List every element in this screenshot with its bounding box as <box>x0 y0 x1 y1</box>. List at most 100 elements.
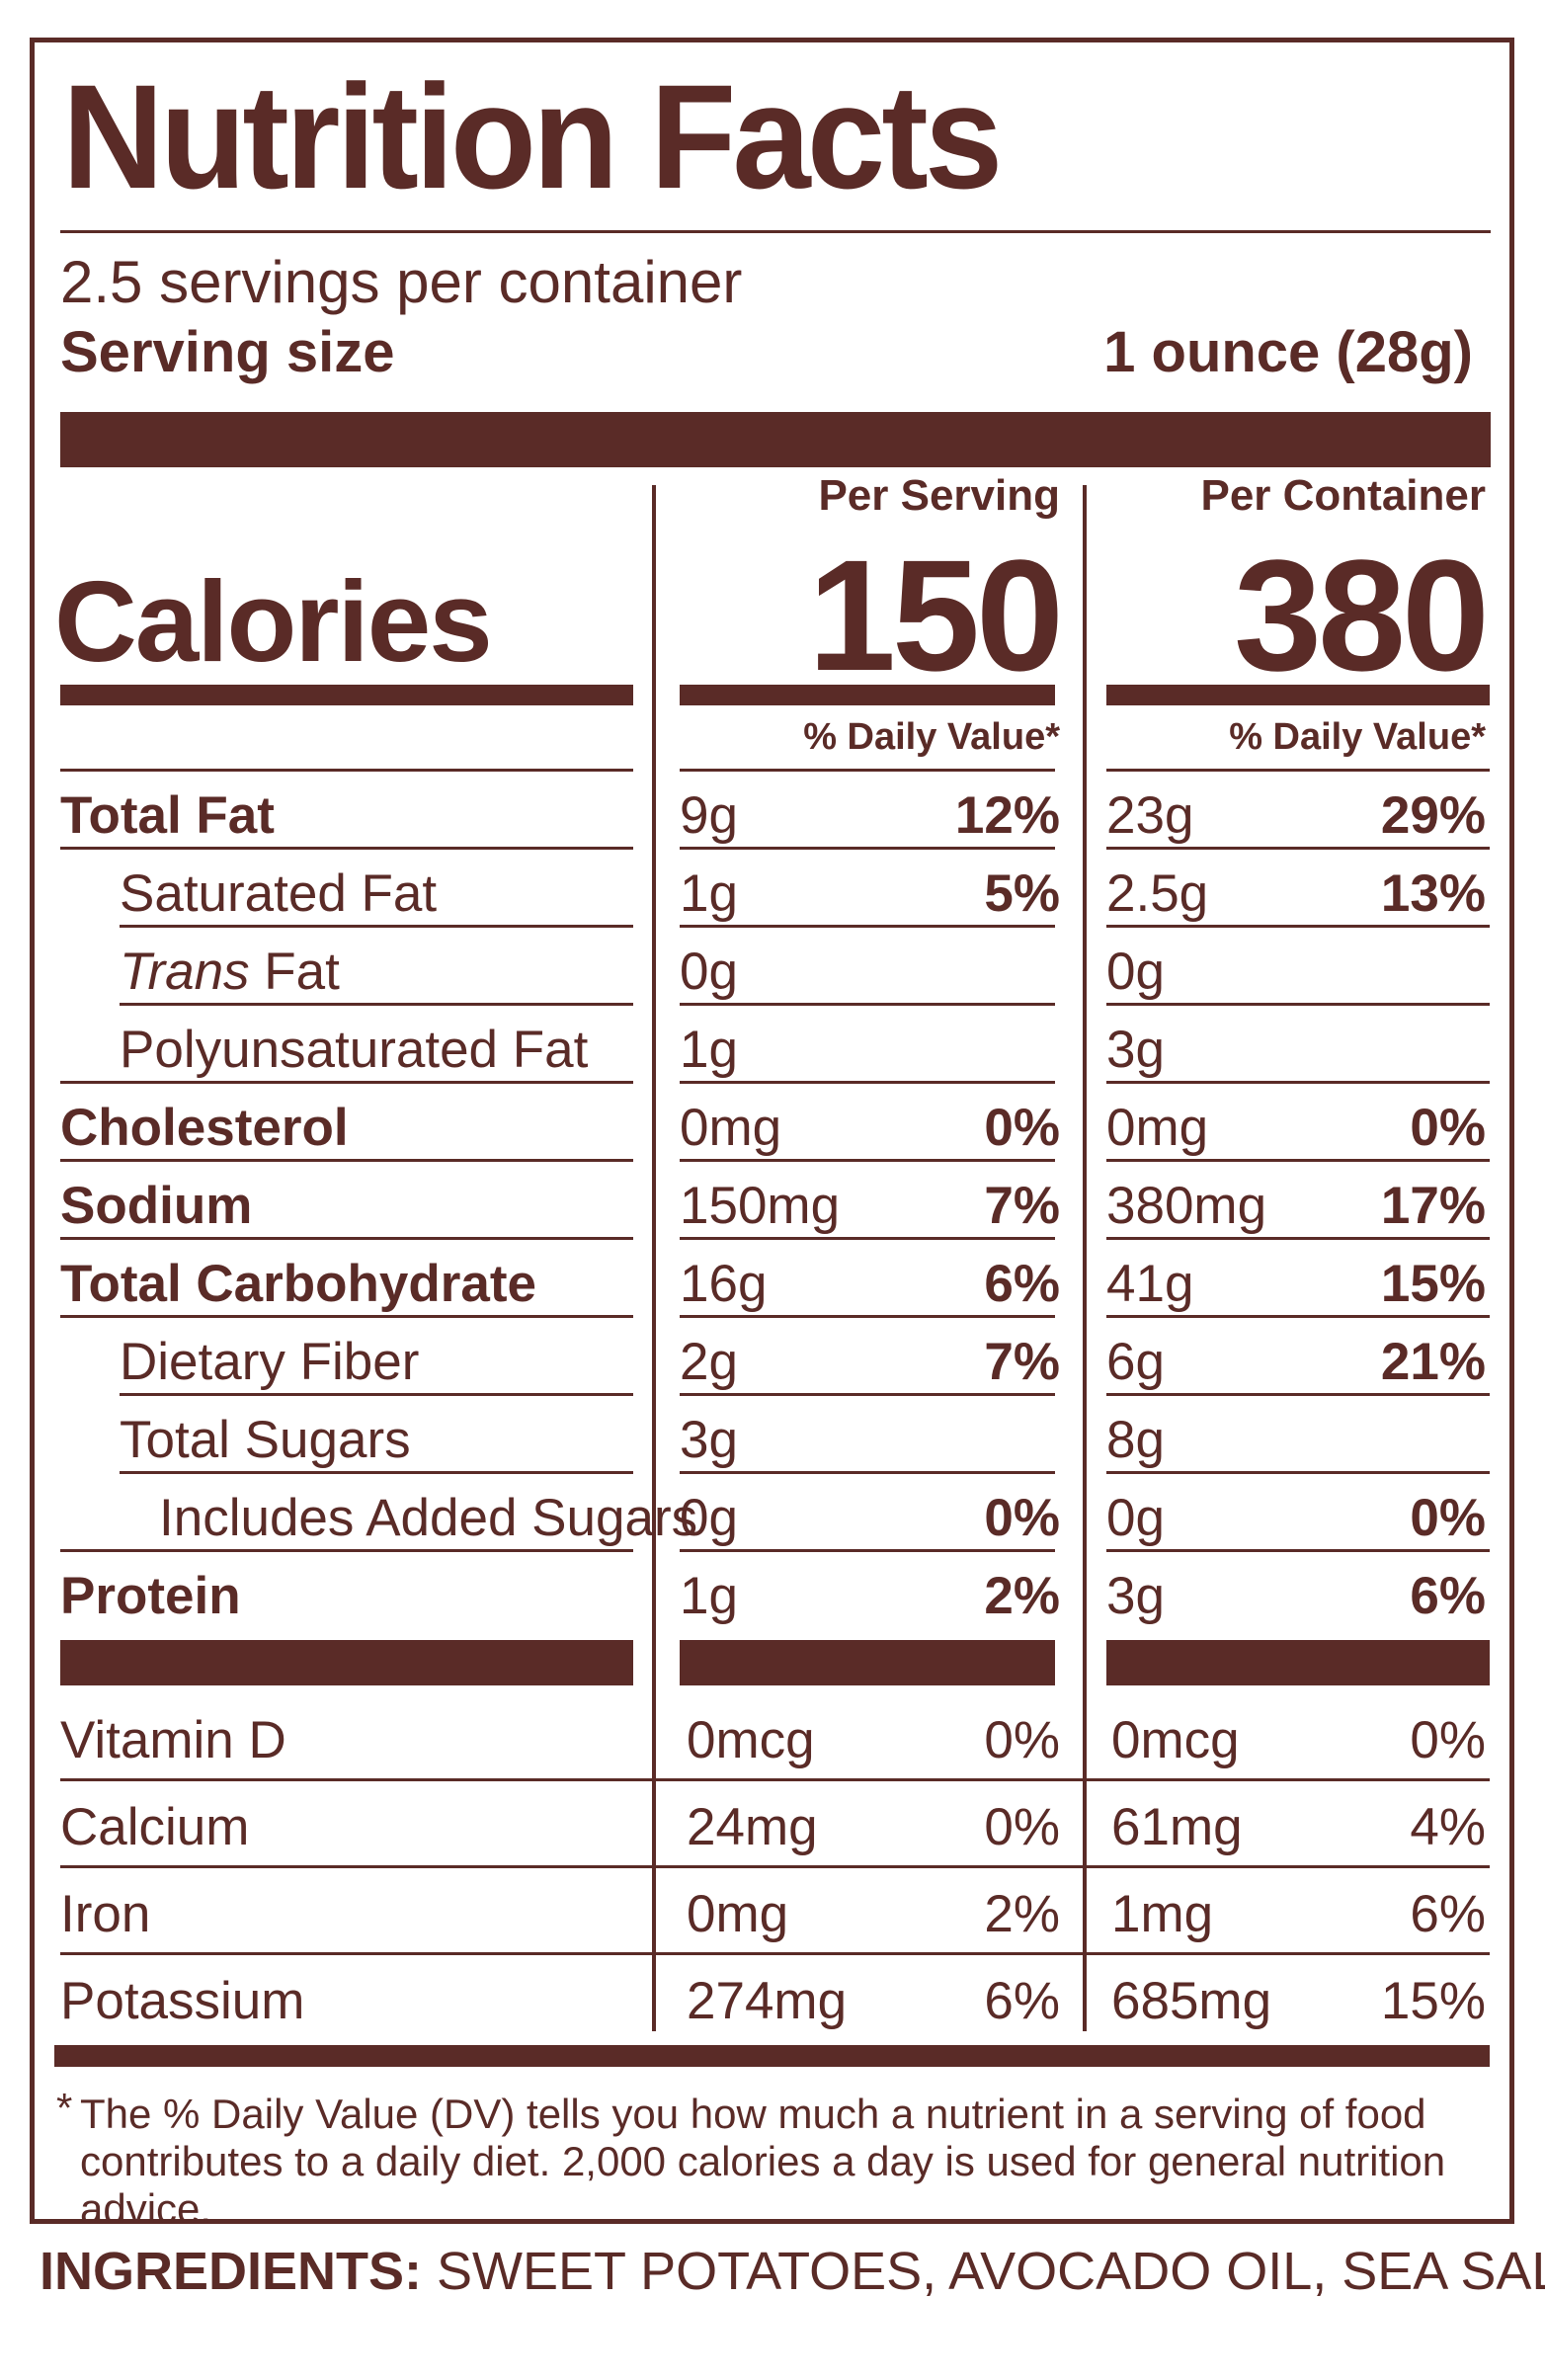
serving-daily-value: 7% <box>984 1177 1060 1235</box>
footer-bar <box>54 2045 1490 2067</box>
serving-amount: 150mg <box>680 1177 841 1235</box>
row-divider <box>680 769 1055 772</box>
serving-daily-value: 0% <box>984 1798 1060 1856</box>
row-divider <box>1106 1315 1490 1318</box>
container-daily-value: 21% <box>1380 1333 1486 1391</box>
container-amount: 1mg <box>1111 1885 1214 1943</box>
row-divider <box>120 925 633 928</box>
title-rule <box>60 230 1491 233</box>
row-divider <box>1106 1081 1490 1084</box>
container-daily-value: 17% <box>1380 1177 1486 1235</box>
serving-daily-value: 0% <box>984 1711 1060 1769</box>
container-amount: 61mg <box>1111 1798 1243 1856</box>
serving-daily-value: 2% <box>984 1885 1060 1943</box>
row-divider <box>1106 769 1490 772</box>
row-divider <box>680 1081 1055 1084</box>
row-divider <box>60 769 633 772</box>
nutrient-name-text: Dietary Fiber <box>120 1333 420 1391</box>
serving-amount: 0mcg <box>687 1711 815 1769</box>
container-daily-value: 15% <box>1380 1255 1486 1313</box>
serving-daily-value: 12% <box>954 786 1060 845</box>
serving-daily-value: 0% <box>984 1099 1060 1157</box>
serving-amount: 274mg <box>687 1972 848 2030</box>
row-divider <box>60 1315 633 1318</box>
footnote-star: * <box>56 2085 73 2131</box>
container-amount: 0mcg <box>1111 1711 1240 1769</box>
nutrient-name-text: Saturated Fat <box>120 864 438 923</box>
label-title: Nutrition Facts <box>62 53 1003 219</box>
container-amount: 6g <box>1106 1333 1165 1391</box>
serving-amount: 16g <box>680 1255 768 1313</box>
nutrient-name-text: Protein <box>60 1567 241 1625</box>
serving-size-value: 1 ounce (28g) <box>1103 320 1473 384</box>
nutrient-name-text: Total Fat <box>60 786 275 845</box>
nutrient-name: Saturated Fat <box>120 867 437 920</box>
row-divider <box>680 1315 1055 1318</box>
ingredients-value: SWEET POTATOES, AVOCADO OIL, SEA SALT. <box>422 2242 1545 2301</box>
serving-amount: 9g <box>680 786 738 845</box>
nutrient-name-text: Sodium <box>60 1177 253 1235</box>
row-divider <box>1106 1393 1490 1396</box>
row-divider <box>1106 1003 1490 1006</box>
serving-amount: 2g <box>680 1333 738 1391</box>
row-divider <box>1106 1471 1490 1474</box>
nutrient-name: Total Sugars <box>120 1414 411 1466</box>
container-daily-value: 0% <box>1410 1489 1486 1547</box>
nutrient-name: Total Fat <box>60 789 275 842</box>
row-divider <box>680 1471 1055 1474</box>
nutrient-name-text: Cholesterol <box>60 1099 349 1157</box>
row-divider <box>120 1471 633 1474</box>
container-amount: 0mg <box>1106 1099 1209 1157</box>
calories-bar <box>60 685 633 705</box>
nutrient-name-text: Total Carbohydrate <box>60 1255 536 1313</box>
container-daily-value: 4% <box>1410 1798 1486 1856</box>
row-divider <box>680 847 1055 850</box>
footnote: * The % Daily Value (DV) tells you how m… <box>56 2085 1499 2233</box>
calories-label: Calories <box>54 557 493 686</box>
nutrient-name: Polyunsaturated Fat <box>120 1024 588 1076</box>
calories-bar <box>680 685 1055 705</box>
vitamin-name: Vitamin D <box>60 1711 286 1769</box>
nutrient-name-text: Total Sugars <box>120 1411 411 1469</box>
row-divider <box>1106 1549 1490 1552</box>
daily-value-header-container: % Daily Value* <box>1229 716 1486 758</box>
container-amount: 685mg <box>1111 1972 1272 2030</box>
row-divider <box>60 1865 1490 1868</box>
container-amount: 23g <box>1106 786 1194 845</box>
nutrient-name-text: Fat <box>249 943 340 1001</box>
row-divider <box>680 1549 1055 1552</box>
row-divider <box>680 1393 1055 1396</box>
row-divider <box>60 1549 633 1552</box>
container-daily-value: 6% <box>1410 1567 1486 1625</box>
serving-amount: 0g <box>680 1489 738 1547</box>
container-daily-value: 6% <box>1410 1885 1486 1943</box>
row-divider <box>60 847 633 850</box>
row-divider <box>1106 1237 1490 1240</box>
calories-per-container: 380 <box>1234 527 1490 703</box>
vitamin-bar <box>1106 1640 1490 1685</box>
ingredients-label: INGREDIENTS: <box>40 2242 423 2301</box>
container-amount: 3g <box>1106 1567 1165 1625</box>
row-divider <box>680 1159 1055 1162</box>
serving-daily-value: 5% <box>984 864 1060 923</box>
vitamin-name: Iron <box>60 1885 151 1943</box>
row-divider <box>680 1237 1055 1240</box>
nutrient-name: Dietary Fiber <box>120 1336 419 1388</box>
ingredients: INGREDIENTS: SWEET POTATOES, AVOCADO OIL… <box>40 2245 1545 2298</box>
serving-amount: 3g <box>680 1411 738 1469</box>
container-daily-value: 0% <box>1410 1099 1486 1157</box>
daily-value-header-serving: % Daily Value* <box>803 716 1060 758</box>
nutrient-name: Includes Added Sugars <box>159 1492 697 1544</box>
row-divider <box>1106 925 1490 928</box>
serving-bar <box>60 412 1491 467</box>
serving-amount: 0g <box>680 943 738 1001</box>
calories-bar <box>1106 685 1490 705</box>
serving-daily-value: 2% <box>984 1567 1060 1625</box>
calories-per-serving: 150 <box>808 527 1064 703</box>
vitamin-name: Calcium <box>60 1798 250 1856</box>
row-divider <box>60 1159 633 1162</box>
row-divider <box>60 1237 633 1240</box>
column-divider <box>1083 485 1087 2031</box>
container-amount: 2.5g <box>1106 864 1209 923</box>
serving-daily-value: 0% <box>984 1489 1060 1547</box>
